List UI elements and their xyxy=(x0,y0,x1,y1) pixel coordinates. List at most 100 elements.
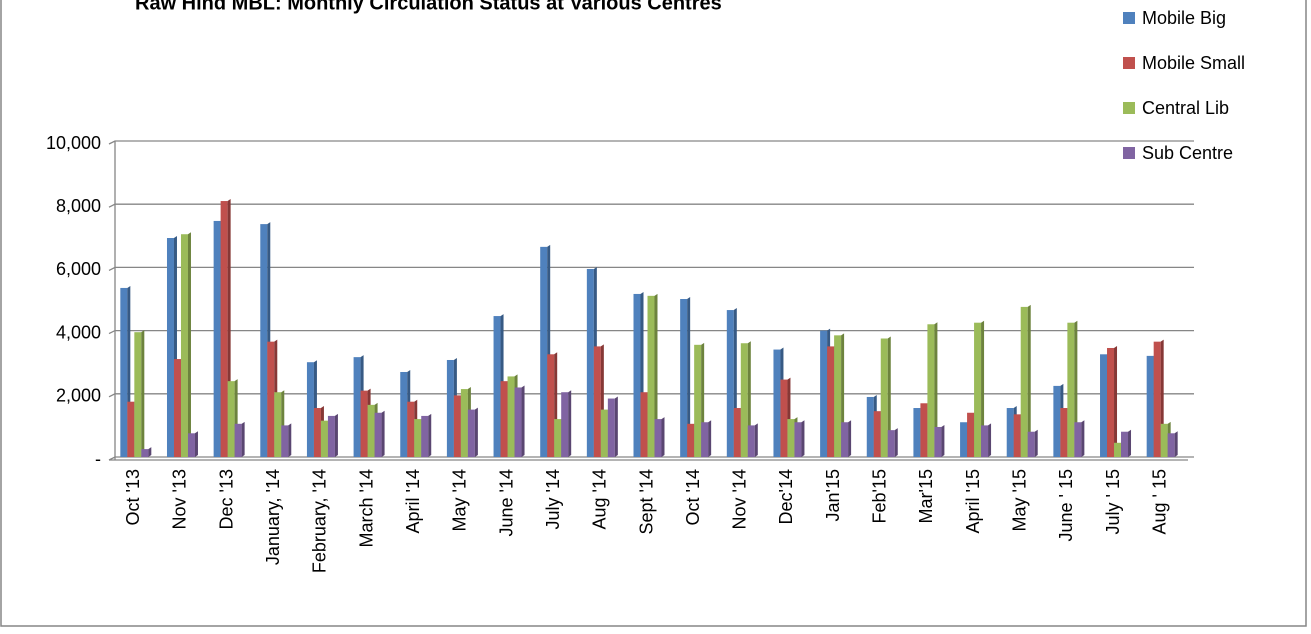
bar xyxy=(400,371,408,457)
bar xyxy=(360,390,368,457)
bar xyxy=(866,396,874,457)
bar xyxy=(600,409,608,457)
bar xyxy=(134,332,142,457)
bar xyxy=(834,335,842,457)
bar xyxy=(374,412,382,457)
bar xyxy=(367,404,375,457)
bar xyxy=(267,341,275,457)
x-tick-label: January, '14 xyxy=(263,469,283,565)
bar-side xyxy=(1128,429,1132,457)
bar-side xyxy=(848,420,852,457)
bar xyxy=(974,322,982,457)
bar xyxy=(647,295,655,457)
x-tick-label: Mar'15 xyxy=(916,469,936,523)
x-tick-label: May '15 xyxy=(1009,469,1029,531)
bar xyxy=(414,419,422,457)
bar-side xyxy=(941,424,945,457)
bar xyxy=(141,449,149,457)
bar xyxy=(274,392,282,457)
bar xyxy=(187,433,195,457)
bar xyxy=(234,423,242,457)
x-tick-label: Aug '14 xyxy=(590,469,610,530)
bar-side xyxy=(381,410,385,457)
bar xyxy=(701,422,709,457)
x-tick-label: Jan'15 xyxy=(823,469,843,521)
bar xyxy=(213,220,221,457)
x-tick-label: Oct '13 xyxy=(123,469,143,525)
bar xyxy=(514,387,522,457)
bar xyxy=(1100,354,1108,457)
bar-side xyxy=(934,322,938,457)
bar xyxy=(180,234,188,457)
bar xyxy=(747,425,755,457)
bar xyxy=(773,349,781,457)
bar-side xyxy=(474,407,478,457)
y-tick-label: 8,000 xyxy=(56,196,101,216)
legend-swatch xyxy=(1123,57,1135,69)
bar xyxy=(446,359,454,457)
bar xyxy=(407,401,415,457)
bar-side xyxy=(1174,431,1178,457)
legend-swatch xyxy=(1123,102,1135,114)
bar xyxy=(586,268,594,457)
x-tick-label: Aug ' 15 xyxy=(1149,469,1169,535)
bar xyxy=(740,343,748,457)
bar xyxy=(913,408,921,457)
bar xyxy=(547,354,555,457)
bar-side xyxy=(194,431,198,457)
bar-side xyxy=(981,320,985,457)
bar xyxy=(880,338,888,457)
bar xyxy=(887,430,895,457)
legend-label: Mobile Small xyxy=(1142,53,1245,73)
bar-side xyxy=(1034,429,1038,457)
bar-side xyxy=(894,428,898,457)
x-tick-label: May '14 xyxy=(450,469,470,531)
bar-side xyxy=(754,423,758,457)
grid-line xyxy=(108,266,1194,271)
bar xyxy=(120,287,128,457)
bar xyxy=(260,224,268,457)
x-tick-label: Dec'14 xyxy=(776,469,796,524)
legend-swatch xyxy=(1123,12,1135,24)
bar xyxy=(841,422,849,457)
bar xyxy=(633,293,641,457)
bar xyxy=(1013,414,1021,457)
bar xyxy=(220,201,228,457)
bar xyxy=(1074,422,1082,457)
bar xyxy=(640,392,648,457)
x-tick-label: June ' 15 xyxy=(1056,469,1076,542)
bar-side xyxy=(1114,345,1118,457)
bar xyxy=(934,426,942,457)
bar xyxy=(1146,355,1154,457)
bar xyxy=(507,376,515,457)
bar xyxy=(1160,423,1168,457)
bar-side xyxy=(148,447,152,457)
bar xyxy=(561,392,569,457)
bar-side xyxy=(661,417,665,457)
bar-side xyxy=(187,232,191,457)
x-tick-label: Nov '14 xyxy=(730,469,750,529)
bar xyxy=(1153,341,1161,457)
bar xyxy=(1027,431,1035,457)
bar xyxy=(500,381,508,457)
bar xyxy=(1067,322,1075,457)
bar xyxy=(960,422,968,457)
grid-line xyxy=(108,140,1194,145)
bar xyxy=(593,346,601,457)
bar xyxy=(733,408,741,457)
bar-side xyxy=(1081,420,1085,457)
x-tick-label: July ' 15 xyxy=(1103,469,1123,534)
bar xyxy=(820,330,828,457)
bar xyxy=(780,379,788,457)
bar xyxy=(787,419,795,457)
grid-line xyxy=(108,329,1194,335)
bar xyxy=(166,238,174,457)
bar xyxy=(173,359,181,457)
bar-side xyxy=(288,423,292,457)
bar xyxy=(694,344,702,457)
legend-label: Central Lib xyxy=(1142,98,1229,118)
bar xyxy=(873,411,881,457)
bar xyxy=(967,412,975,457)
bar xyxy=(981,425,989,457)
